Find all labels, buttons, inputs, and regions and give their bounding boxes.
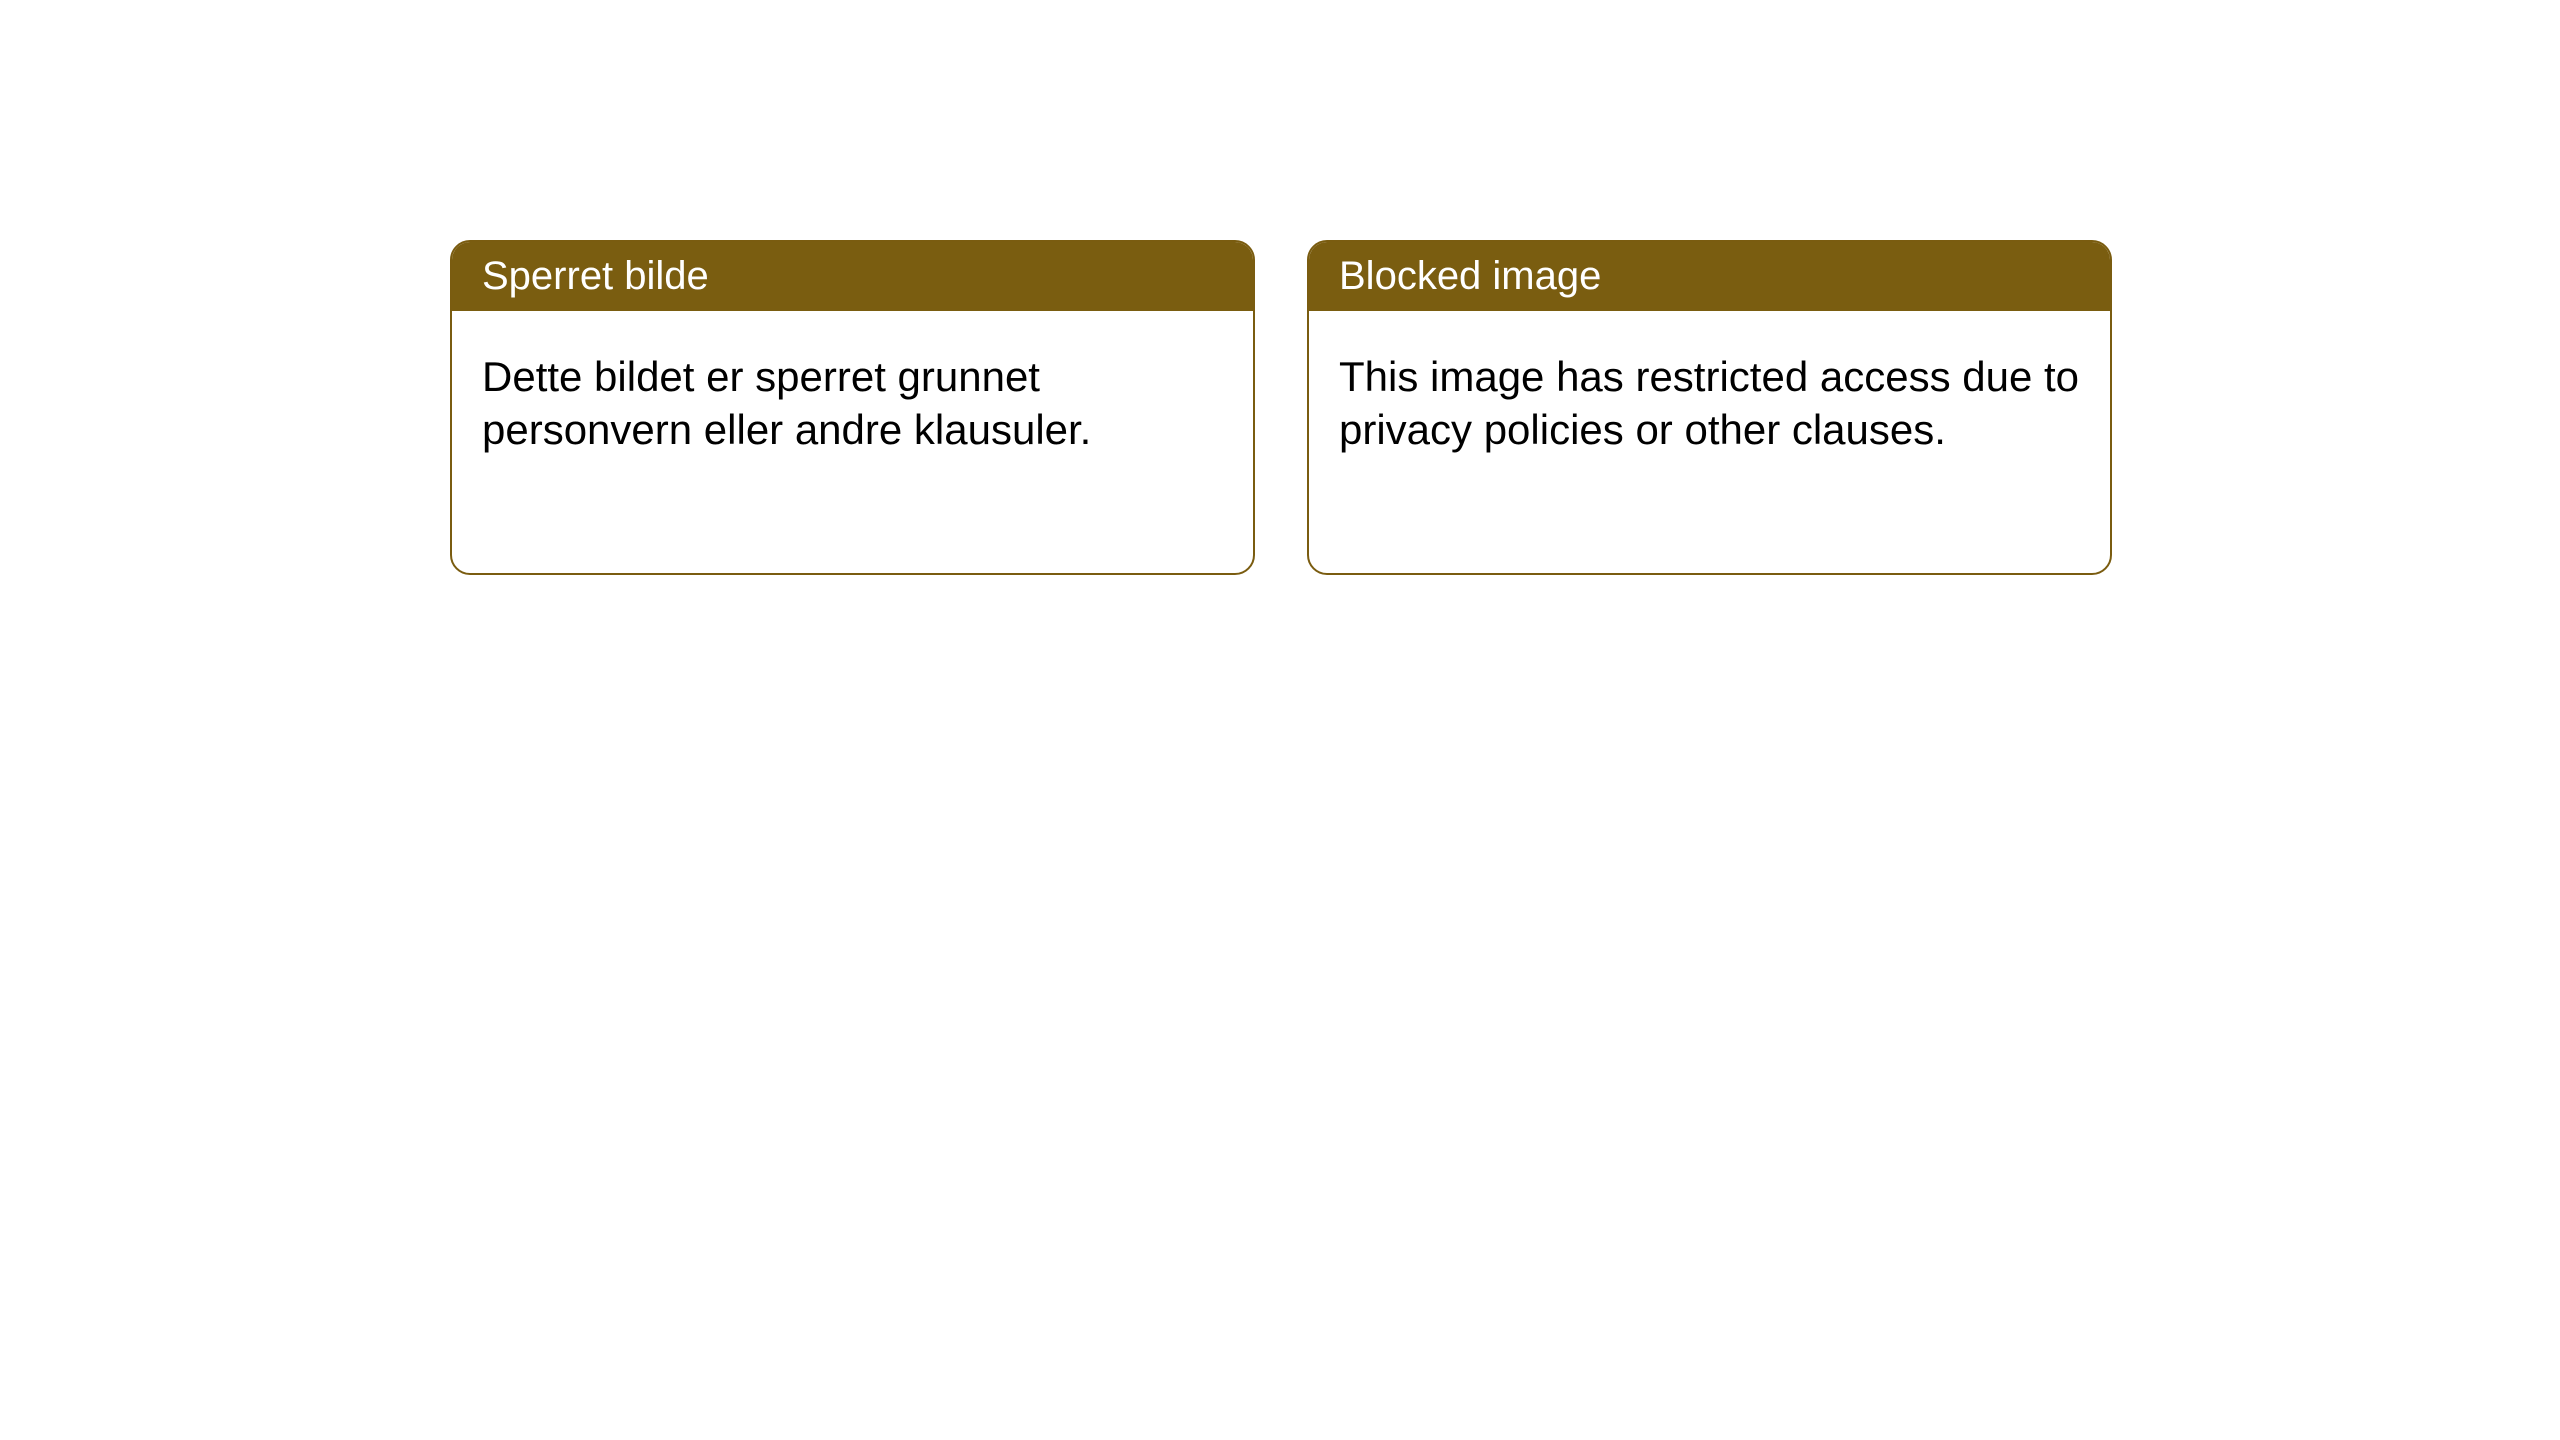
card-title: Blocked image [1339,254,1601,298]
notice-cards-container: Sperret bilde Dette bildet er sperret gr… [450,240,2112,575]
card-title: Sperret bilde [482,254,709,298]
notice-card-norwegian: Sperret bilde Dette bildet er sperret gr… [450,240,1255,575]
card-header: Blocked image [1309,242,2110,311]
card-body-text: Dette bildet er sperret grunnet personve… [482,353,1091,453]
card-header: Sperret bilde [452,242,1253,311]
card-body: This image has restricted access due to … [1309,311,2110,496]
card-body-text: This image has restricted access due to … [1339,353,2079,453]
card-body: Dette bildet er sperret grunnet personve… [452,311,1253,496]
notice-card-english: Blocked image This image has restricted … [1307,240,2112,575]
